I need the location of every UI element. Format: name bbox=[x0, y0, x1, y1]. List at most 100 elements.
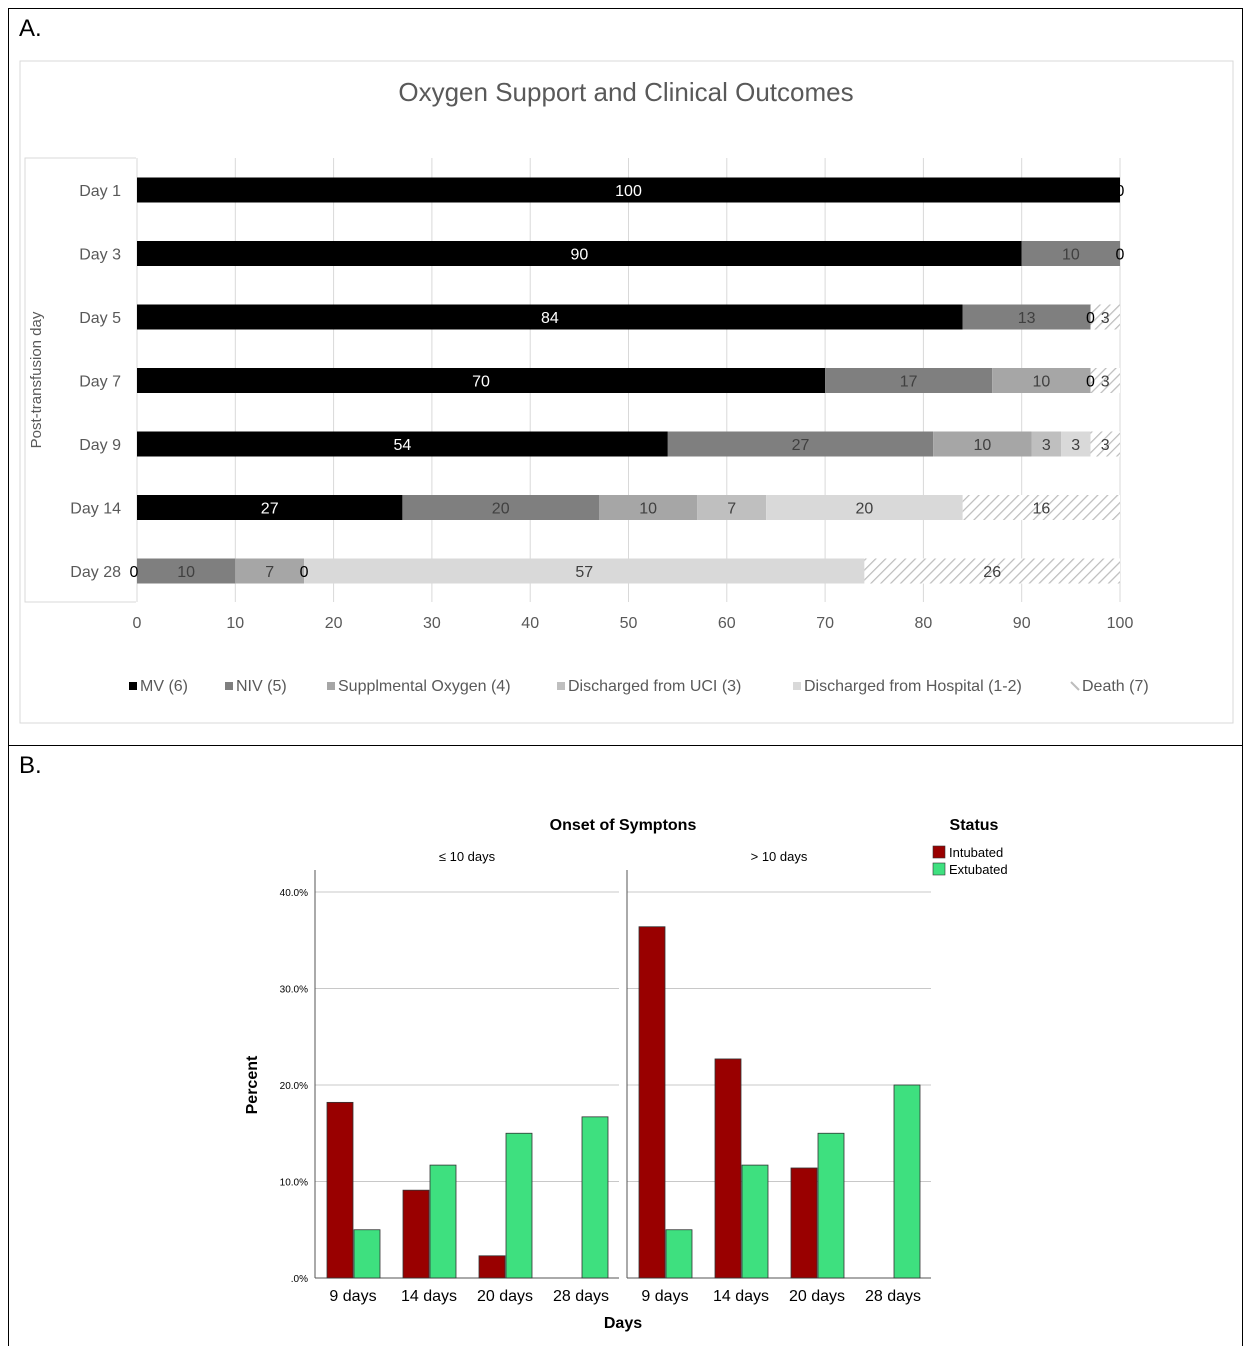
y-category-label: Day 5 bbox=[79, 310, 121, 327]
legend-swatch bbox=[1070, 681, 1080, 691]
y-tick-label: 20.0% bbox=[280, 1081, 308, 1092]
x-tick-label: 80 bbox=[915, 615, 933, 632]
x-tick-label: 0 bbox=[133, 615, 142, 632]
data-label: 26 bbox=[983, 564, 1001, 581]
data-label: 20 bbox=[492, 501, 510, 518]
panel-b: B. Onset of Symptons Status Intubated Extub… bbox=[8, 745, 1243, 1346]
bar-segment bbox=[137, 431, 668, 457]
legend-label: Intubated bbox=[949, 845, 1003, 860]
data-label: 10 bbox=[973, 437, 991, 454]
data-label: 27 bbox=[261, 501, 279, 518]
data-label: 17 bbox=[900, 374, 918, 391]
data-label: 10 bbox=[1062, 247, 1080, 264]
data-label: 7 bbox=[727, 501, 736, 518]
y-axis-label: Percent bbox=[244, 1055, 261, 1114]
data-label: 3 bbox=[1101, 437, 1110, 454]
panel-a-label: A. bbox=[19, 15, 42, 42]
x-category-label: 28 days bbox=[865, 1288, 921, 1305]
x-category-label: 14 days bbox=[713, 1288, 769, 1305]
bar-segment bbox=[137, 495, 403, 520]
bar bbox=[505, 1132, 533, 1279]
bar bbox=[714, 1058, 742, 1279]
x-tick-label: 20 bbox=[325, 615, 343, 632]
bar-segment bbox=[992, 368, 1091, 393]
bar bbox=[402, 1189, 430, 1279]
data-label: 3 bbox=[1071, 437, 1080, 454]
bar-segment bbox=[402, 495, 600, 520]
y-category-label: Day 1 bbox=[79, 183, 121, 200]
y-category-label: Day 7 bbox=[79, 374, 121, 391]
data-label: 0 bbox=[1086, 374, 1095, 391]
bar bbox=[893, 1084, 921, 1279]
x-tick-label: 60 bbox=[718, 615, 736, 632]
legend-label: Extubated bbox=[949, 862, 1008, 877]
y-tick-label: 40.0% bbox=[280, 888, 308, 899]
x-tick-label: 40 bbox=[521, 615, 539, 632]
facet-label: > 10 days bbox=[751, 849, 808, 864]
data-label: 0 bbox=[1116, 183, 1125, 200]
facet-label: ≤ 10 days bbox=[439, 849, 496, 864]
bar-segment bbox=[1021, 241, 1120, 266]
y-category-label: Day 14 bbox=[70, 501, 121, 518]
data-label: 84 bbox=[541, 310, 559, 327]
legend-swatch bbox=[557, 682, 565, 690]
bar-segment bbox=[667, 431, 934, 457]
x-tick-label: 50 bbox=[620, 615, 638, 632]
bar bbox=[741, 1164, 769, 1279]
data-label: 20 bbox=[856, 501, 874, 518]
bar-segment bbox=[697, 495, 767, 520]
legend-swatch bbox=[225, 682, 233, 690]
data-label: 10 bbox=[639, 501, 657, 518]
data-label: 3 bbox=[1042, 437, 1051, 454]
data-label: 90 bbox=[570, 247, 588, 264]
y-category-label: Day 3 bbox=[79, 247, 121, 264]
y-tick-label: 30.0% bbox=[280, 985, 308, 996]
legend-label: Discharged from UCI (3) bbox=[568, 678, 741, 695]
data-label: 54 bbox=[394, 437, 412, 454]
y-tick-label: 10.0% bbox=[280, 1178, 308, 1189]
bar-segment bbox=[599, 495, 698, 520]
bar bbox=[581, 1116, 609, 1279]
bar bbox=[326, 1101, 354, 1279]
data-label: 10 bbox=[1032, 374, 1050, 391]
x-category-label: 9 days bbox=[641, 1288, 688, 1305]
y-category-label: Day 9 bbox=[79, 437, 121, 454]
data-label: 0 bbox=[1086, 310, 1095, 327]
bar-segment bbox=[137, 304, 963, 330]
bar-segment bbox=[304, 558, 865, 584]
data-label: 0 bbox=[130, 564, 139, 581]
legend-title: Status bbox=[950, 817, 999, 834]
x-axis-label: Days bbox=[604, 1315, 642, 1332]
legend-swatch bbox=[327, 682, 335, 690]
x-tick-label: 100 bbox=[1107, 615, 1134, 632]
data-label: 7 bbox=[265, 564, 274, 581]
bar-segment bbox=[933, 431, 1032, 457]
panel-a: A. Oxygen Support and Clinical Outcomes 0… bbox=[8, 8, 1243, 746]
bar-segment bbox=[825, 368, 993, 393]
x-tick-label: 90 bbox=[1013, 615, 1031, 632]
bar-segment bbox=[766, 495, 963, 520]
bar bbox=[429, 1164, 457, 1279]
legend-swatch bbox=[129, 682, 137, 690]
x-tick-label: 70 bbox=[816, 615, 834, 632]
legend-label: NIV (5) bbox=[236, 678, 287, 695]
data-label: 100 bbox=[615, 183, 642, 200]
data-label: 0 bbox=[300, 564, 309, 581]
legend-swatch bbox=[932, 862, 946, 876]
data-label: 10 bbox=[177, 564, 195, 581]
bar-segment bbox=[235, 558, 305, 584]
bar bbox=[638, 926, 666, 1279]
x-category-label: 28 days bbox=[553, 1288, 609, 1305]
panel-b-label: B. bbox=[19, 752, 42, 779]
bar-segment bbox=[1061, 431, 1091, 457]
data-label: 3 bbox=[1101, 374, 1110, 391]
y-tick-label: .0% bbox=[291, 1274, 308, 1285]
data-label: 57 bbox=[575, 564, 593, 581]
bar-segment bbox=[1090, 304, 1120, 330]
x-tick-label: 10 bbox=[226, 615, 244, 632]
bar-segment bbox=[864, 558, 1120, 584]
bar-segment bbox=[1031, 431, 1062, 457]
bar bbox=[665, 1229, 693, 1279]
bar-segment bbox=[137, 177, 1120, 203]
bar bbox=[478, 1255, 506, 1279]
